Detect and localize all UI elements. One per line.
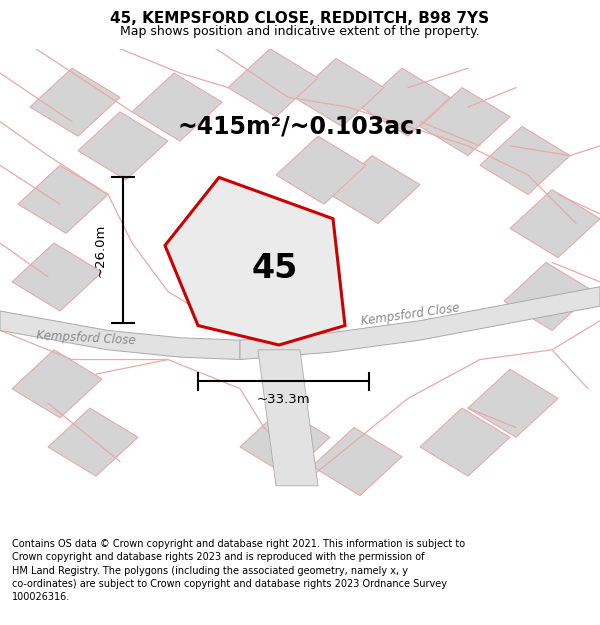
- Polygon shape: [360, 68, 450, 136]
- Polygon shape: [240, 408, 330, 476]
- Text: Map shows position and indicative extent of the property.: Map shows position and indicative extent…: [120, 25, 480, 38]
- Text: ~26.0m: ~26.0m: [94, 224, 107, 277]
- Polygon shape: [420, 408, 510, 476]
- Text: 45, KEMPSFORD CLOSE, REDDITCH, B98 7YS: 45, KEMPSFORD CLOSE, REDDITCH, B98 7YS: [110, 11, 490, 26]
- Text: ~33.3m: ~33.3m: [257, 393, 310, 406]
- Polygon shape: [510, 189, 600, 258]
- Polygon shape: [468, 369, 558, 438]
- Polygon shape: [0, 311, 240, 359]
- Text: 45: 45: [251, 252, 298, 284]
- Polygon shape: [165, 177, 345, 345]
- Polygon shape: [312, 428, 402, 496]
- Polygon shape: [12, 243, 102, 311]
- Polygon shape: [228, 49, 318, 117]
- Polygon shape: [48, 408, 138, 476]
- Polygon shape: [240, 287, 600, 359]
- Polygon shape: [294, 59, 384, 126]
- Text: Contains OS data © Crown copyright and database right 2021. This information is : Contains OS data © Crown copyright and d…: [12, 539, 465, 602]
- Polygon shape: [132, 73, 222, 141]
- Polygon shape: [420, 88, 510, 156]
- Polygon shape: [30, 68, 120, 136]
- Polygon shape: [78, 112, 168, 180]
- Polygon shape: [18, 165, 108, 233]
- Text: Kempsford Close: Kempsford Close: [360, 301, 460, 328]
- Polygon shape: [276, 136, 366, 204]
- Polygon shape: [12, 350, 102, 418]
- Text: ~415m²/~0.103ac.: ~415m²/~0.103ac.: [177, 114, 423, 139]
- Polygon shape: [504, 262, 594, 331]
- Polygon shape: [330, 156, 420, 224]
- Polygon shape: [480, 126, 570, 194]
- Text: Kempsford Close: Kempsford Close: [36, 329, 136, 347]
- Polygon shape: [258, 350, 318, 486]
